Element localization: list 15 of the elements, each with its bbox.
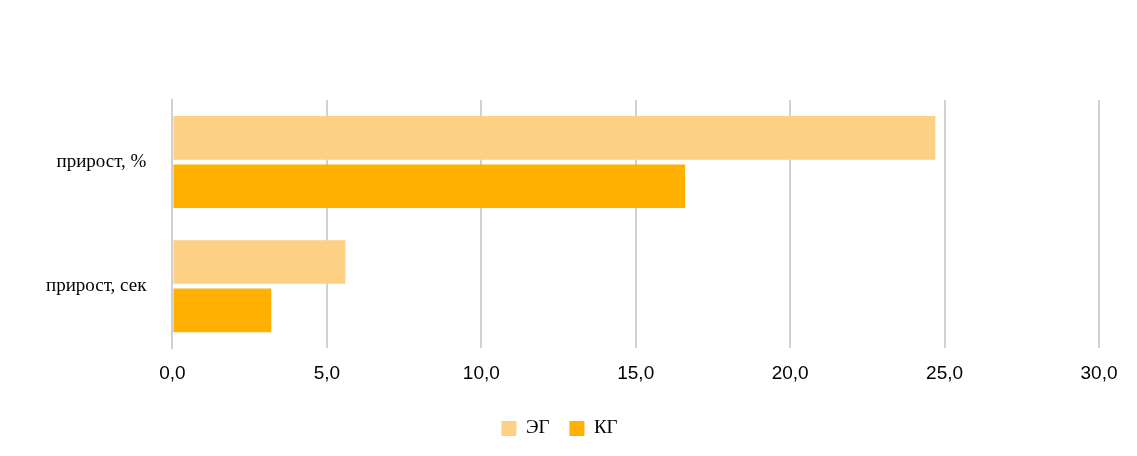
bar (173, 116, 936, 160)
x-tick-label: 20,0 (771, 361, 809, 383)
x-tick-label: 10,0 (462, 361, 500, 383)
y-tick-label: прирост, сек (45, 274, 148, 296)
x-tick-label: 5,0 (313, 361, 341, 383)
legend-label: ЭГ (525, 416, 550, 438)
bar (173, 240, 346, 284)
y-tick-label: прирост, % (56, 150, 147, 172)
x-tick-label: 25,0 (926, 361, 964, 383)
legend-label: КГ (593, 416, 618, 438)
x-tick-label: 0,0 (159, 361, 186, 383)
x-tick-label: 15,0 (617, 361, 655, 383)
bar (173, 164, 686, 209)
bar (173, 288, 272, 333)
x-tick-label: 30,0 (1080, 361, 1118, 383)
